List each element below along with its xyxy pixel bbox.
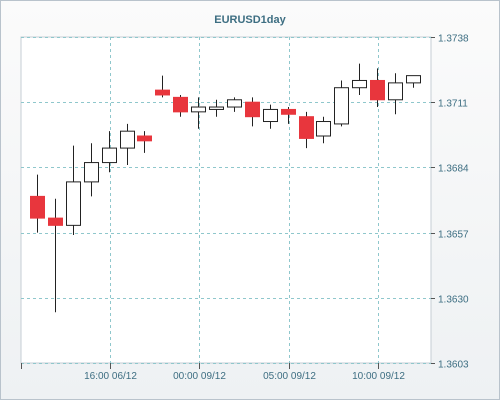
axes: 1.3603 1.3630 1.3657 1.3684 1.3711 1.3738 16:0…: [21, 34, 469, 382]
candle: [84, 143, 99, 197]
candle: [209, 99, 224, 117]
candle: [316, 116, 331, 144]
y-tick-label: 1.3711: [438, 99, 468, 110]
candle-body-bearish: [30, 195, 45, 219]
candle: [173, 94, 188, 117]
candle: [48, 198, 63, 313]
x-tick-label: 05:00 09/12: [263, 371, 316, 382]
x-tick-label: 10:00 09/12: [352, 371, 405, 382]
candle: [191, 97, 206, 129]
candle: [406, 75, 421, 88]
candle: [137, 131, 152, 153]
candle-body-bullish: [316, 121, 331, 137]
candle: [299, 111, 314, 149]
candle: [245, 97, 260, 127]
candle-body-bearish: [48, 217, 63, 226]
y-tick-label: 1.3657: [438, 230, 469, 241]
candle: [66, 145, 81, 236]
x-tick-label: 00:00 09/12: [173, 371, 226, 382]
y-tick-label: 1.3738: [438, 34, 469, 45]
candle-body-bullish: [102, 147, 117, 164]
candle: [30, 174, 45, 233]
chart-title: EURUSD1day: [214, 14, 286, 26]
candle-body-bullish: [209, 106, 224, 110]
candle: [334, 80, 349, 127]
candles: [30, 63, 421, 313]
candle-body-bullish: [334, 87, 349, 125]
candle-body-bearish: [299, 116, 314, 139]
candle-body-bullish: [120, 130, 135, 149]
candle-body-bearish: [173, 96, 188, 113]
candle: [263, 104, 278, 129]
candle: [120, 123, 135, 165]
candle-body-bullish: [352, 79, 367, 89]
candle: [155, 75, 170, 98]
candle: [102, 131, 117, 173]
candle-body-bearish: [155, 89, 170, 96]
plot-area: [20, 36, 432, 364]
candle: [352, 63, 367, 95]
y-tick-label: 1.3684: [438, 164, 469, 175]
candle: [227, 97, 242, 112]
candle: [388, 73, 403, 115]
candle-body-bullish: [66, 181, 81, 226]
candle-body-bearish: [370, 79, 385, 101]
candle-body-bullish: [388, 82, 403, 101]
candle-body-bullish: [263, 108, 278, 123]
y-tick-label: 1.3630: [438, 295, 469, 306]
candle-body-bearish: [137, 135, 152, 142]
candle-body-bullish: [191, 106, 206, 113]
candle-body-bullish: [84, 162, 99, 183]
candle-body-bearish: [245, 101, 260, 118]
candle-body-bullish: [227, 99, 242, 108]
candle: [281, 107, 296, 124]
candle: [370, 68, 385, 108]
y-tick-label: 1.3603: [438, 360, 469, 371]
candle-body-bullish: [406, 75, 421, 84]
x-tick-label: 16:00 06/12: [84, 371, 137, 382]
candle-body-bearish: [281, 108, 296, 115]
